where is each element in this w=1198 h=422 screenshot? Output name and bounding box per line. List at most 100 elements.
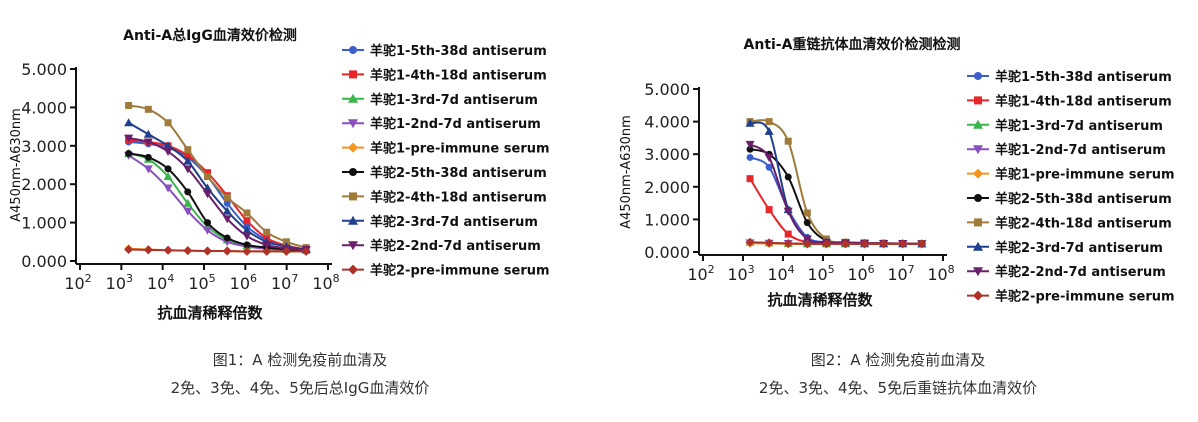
data-point-triangle-up-marker	[242, 225, 252, 234]
legend-item: 羊驼1-2nd-7d antiserum	[967, 142, 1166, 158]
series-line	[125, 101, 310, 252]
x-tick-label: 107	[271, 272, 298, 293]
data-point-square-marker	[349, 70, 357, 79]
x-tick-label: 104	[767, 263, 794, 284]
y-tick-label: 4.000	[644, 113, 690, 132]
data-point-square-marker	[223, 194, 231, 202]
data-point-diamond-marker	[917, 239, 927, 249]
data-point-circle-marker	[746, 145, 754, 153]
data-point-diamond-marker	[348, 142, 358, 153]
legend-label: 羊驼2-pre-immune serum	[995, 289, 1175, 305]
y-tick-label: 3.000	[21, 137, 67, 156]
chart-total-igg-titer: Anti-A总IgG血清效价检测 0.000 1.000 2.000 3.000 4.00…	[9, 27, 550, 322]
series-line	[124, 244, 311, 256]
data-point-square-marker	[203, 169, 211, 177]
data-point-diamond-marker	[783, 239, 793, 249]
data-point-circle-marker	[164, 165, 172, 173]
figure-2-panel: Anti-A重链抗体血清效价检测检测 0.000 1.000 2.000 3.000 4.…	[600, 0, 1198, 422]
y-tick-label: 4.000	[21, 98, 67, 117]
x-tick-label: 105	[188, 272, 215, 293]
x-tick-label: 102	[64, 272, 91, 293]
data-point-square-marker	[974, 218, 982, 227]
x-axis-label: 抗血清稀释倍数	[767, 291, 873, 309]
legend-label: 羊驼2-4th-18d antiserum	[995, 215, 1172, 231]
data-point-triangle-down-marker	[764, 153, 774, 162]
x-tick-label: 107	[887, 263, 914, 284]
data-point-square-marker	[263, 228, 271, 236]
data-point-triangle-down-marker	[222, 215, 232, 224]
legend-label: 羊驼1-2nd-7d antiserum	[370, 116, 541, 132]
data-point-square-marker	[765, 206, 773, 214]
series-line	[746, 118, 926, 248]
data-point-diamond-marker	[348, 264, 358, 275]
data-point-circle-marker	[746, 153, 754, 161]
data-point-triangle-up-marker	[124, 118, 134, 127]
legend-item: 羊驼1-4th-18d antiserum	[342, 67, 547, 83]
data-point-square-marker	[784, 230, 792, 238]
data-point-triangle-down-marker	[348, 119, 358, 129]
data-point-triangle-up-marker	[163, 172, 173, 181]
data-point-triangle-down-marker	[143, 138, 153, 147]
data-point-diamond-marker	[281, 246, 291, 256]
data-point-diamond-marker	[821, 239, 831, 249]
data-point-circle-marker	[803, 219, 811, 227]
legend: 羊驼1-5th-38d antiserum 羊驼1-4th-18d antiser…	[967, 69, 1175, 305]
legend-item: 羊驼2-pre-immune serum	[967, 289, 1175, 305]
figure-1-panel: Anti-A总IgG血清效价检测 0.000 1.000 2.000 3.000 4.00…	[9, 27, 550, 322]
legend-label: 羊驼2-5th-38d antiserum	[995, 191, 1172, 207]
legend-item: 羊驼2-5th-38d antiserum	[342, 165, 547, 181]
y-tick-label: 0.000	[21, 252, 67, 271]
legend: 羊驼1-5th-38d antiserum 羊驼1-4th-18d antiser…	[342, 43, 550, 279]
data-point-diamond-marker	[745, 237, 755, 247]
x-tick-label: 103	[106, 272, 133, 293]
legend-item: 羊驼2-3rd-7d antiserum	[342, 214, 538, 230]
figure-1-caption-line2: 2免、3免、4免、5免后总IgG血清效价	[170, 379, 430, 397]
axes: 0.000 1.000 2.000 3.000 4.000 5.000 102 103 104 1…	[644, 80, 954, 284]
data-point-square-marker	[784, 137, 792, 145]
data-point-triangle-down-marker	[183, 207, 193, 216]
legend-label: 羊驼2-3rd-7d antiserum	[370, 214, 538, 230]
y-tick-label: 3.000	[644, 145, 690, 164]
data-point-triangle-down-marker	[973, 267, 983, 277]
data-point-diamond-marker	[860, 239, 870, 249]
data-point-diamond-marker	[764, 238, 774, 248]
data-point-circle-marker	[974, 194, 982, 202]
legend-item: 羊驼1-pre-immune serum	[967, 167, 1175, 183]
data-point-triangle-down-marker	[163, 148, 173, 157]
data-point-circle-marker	[184, 188, 192, 196]
data-point-triangle-up-marker	[222, 206, 232, 215]
chart-heavy-chain-antibody-titer: Anti-A重链抗体血清效价检测检测 0.000 1.000 2.000 3.000 4.…	[619, 36, 1175, 309]
data-point-diamond-marker	[879, 239, 889, 249]
data-point-circle-marker	[349, 168, 357, 176]
data-point-circle-marker	[223, 234, 231, 242]
data-point-diamond-marker	[898, 239, 908, 249]
legend-item: 羊驼2-2nd-7d antiserum	[967, 264, 1166, 280]
legend-item: 羊驼1-3rd-7d antiserum	[342, 92, 538, 108]
data-point-square-marker	[144, 105, 152, 113]
series-line	[746, 145, 926, 248]
legend-item: 羊驼2-2nd-7d antiserum	[342, 238, 541, 254]
data-point-triangle-up-marker	[183, 156, 193, 165]
legend-label: 羊驼1-4th-18d antiserum	[995, 93, 1172, 109]
data-point-diamond-marker	[840, 239, 850, 249]
data-point-triangle-down-marker	[973, 145, 983, 155]
data-point-diamond-marker	[124, 244, 134, 254]
legend-label: 羊驼1-5th-38d antiserum	[370, 43, 547, 59]
data-point-square-marker	[184, 151, 192, 159]
data-point-square-marker	[746, 175, 754, 183]
data-point-square-marker	[243, 217, 251, 225]
data-point-square-marker	[164, 119, 172, 127]
legend-label: 羊驼1-5th-38d antiserum	[995, 69, 1172, 85]
legend-label: 羊驼1-pre-immune serum	[995, 167, 1175, 183]
x-tick-label: 106	[230, 272, 257, 293]
legend-item: 羊驼1-5th-38d antiserum	[342, 43, 547, 59]
x-tick-label: 108	[927, 263, 954, 284]
legend-label: 羊驼2-5th-38d antiserum	[370, 165, 547, 181]
x-tick-label: 105	[807, 263, 834, 284]
y-tick-label: 1.000	[21, 214, 67, 233]
data-point-triangle-down-marker	[348, 241, 358, 251]
data-point-circle-marker	[765, 163, 773, 171]
data-point-triangle-down-marker	[242, 232, 252, 241]
legend-label: 羊驼2-3rd-7d antiserum	[995, 240, 1163, 256]
legend-item: 羊驼1-2nd-7d antiserum	[342, 116, 541, 132]
